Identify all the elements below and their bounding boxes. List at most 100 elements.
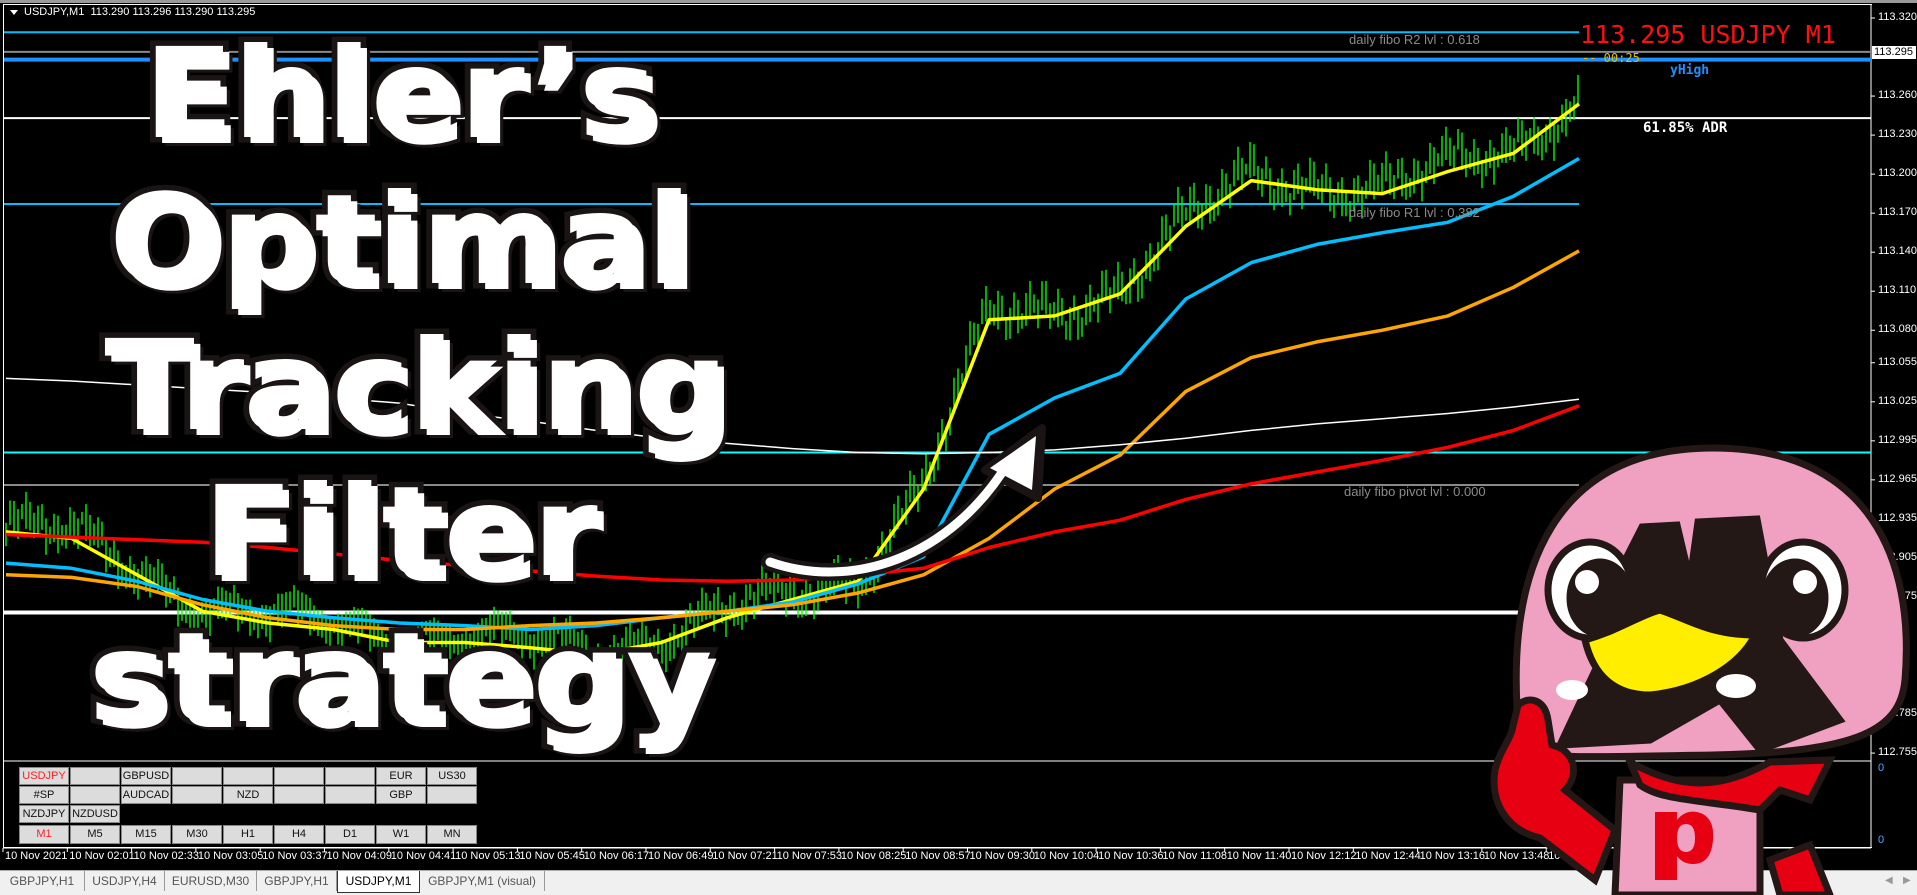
symbol-button[interactable] <box>325 767 375 785</box>
price-axis-label: 113.080 <box>1878 323 1917 336</box>
time-axis-label: 10 Nov 03:37 <box>262 850 328 862</box>
time-axis-label: 10 Nov 02:01 <box>69 850 135 862</box>
ma-line <box>5 102 1581 656</box>
symbol-button[interactable]: NZDJPY <box>19 805 69 823</box>
time-axis-label: 10 Nov 12:44 <box>1355 850 1421 862</box>
subwindow-axis-bottom: 0 <box>1878 834 1885 846</box>
title-line-2: Optimal <box>103 163 697 319</box>
axis-ticks <box>2 17 1875 852</box>
price-axis-label: 113.025 <box>1878 394 1917 407</box>
fibo-pivot-label: daily fibo pivot lvl : 0.000 <box>1344 484 1486 499</box>
tab-gbpjpy-m1-visual-[interactable]: GBPJPY,M1 (visual) <box>420 871 545 891</box>
timeframe-button-m1[interactable]: M1 <box>19 825 69 844</box>
price-axis-label: 113.055 <box>1878 355 1917 368</box>
ma-line <box>5 404 1580 584</box>
symbol-button[interactable] <box>427 786 477 804</box>
scroll-right-icon[interactable]: ▶ <box>1903 875 1911 886</box>
symbol-button[interactable] <box>70 767 120 785</box>
time-axis-label: 10 Nov 12:12 <box>1291 850 1357 862</box>
symbol-button[interactable]: NZD <box>223 786 273 804</box>
tab-usdjpy-m1[interactable]: USDJPY,M1 <box>337 871 420 893</box>
price-axis-label: 113.140 <box>1878 245 1917 258</box>
time-axis-label: 10 Nov 08:57 <box>905 850 971 862</box>
price-axis-label: 112.965 <box>1878 472 1917 485</box>
time-axis-label: 10 Nov 02:33 <box>133 850 200 862</box>
price-axis-label: 113.320 <box>1878 11 1917 23</box>
title-line-1: Ehler’s <box>138 17 664 173</box>
symbol-button[interactable]: USDJPY <box>19 767 69 785</box>
timeframe-button-mn[interactable]: MN <box>427 825 477 844</box>
time-axis-label: 10 Nov 10:04 <box>1033 850 1100 862</box>
tab-gbpjpy-h1[interactable]: GBPJPY,H1 <box>0 871 85 891</box>
time-axis-label: 10 Nov 13:16 <box>1419 850 1486 862</box>
time-axis-label: 10 Nov 05:13 <box>455 850 521 862</box>
symbol-button[interactable] <box>70 786 120 804</box>
timeframe-button-h4[interactable]: H4 <box>274 825 324 844</box>
title-line-3: Tracking <box>98 309 734 465</box>
time-axis-label: 10 Nov 09:30 <box>969 850 1035 862</box>
timeframe-button-h1[interactable]: H1 <box>223 825 273 844</box>
subwindow-axis-top: 0 <box>1878 762 1885 774</box>
candle-timer: -- 00:25 <box>1582 51 1640 65</box>
fibo-r1-label: daily fibo R1 lvl : 0.382 <box>1349 205 1480 220</box>
title-line-4: Filter <box>197 455 603 611</box>
price-axis-label: 113.230 <box>1878 128 1917 141</box>
symbol-button[interactable]: #SP <box>19 786 69 804</box>
ma-line <box>5 249 1580 632</box>
tab-eurusd-m30[interactable]: EURUSD,M30 <box>165 871 257 891</box>
scroll-left-icon[interactable]: ◀ <box>1885 875 1893 886</box>
timeframe-button-m30[interactable]: M30 <box>172 825 222 844</box>
tab-gbpjpy-h1[interactable]: GBPJPY,H1 <box>257 871 337 891</box>
chart-ohlc: 113.290 113.296 113.290 113.295 <box>90 6 256 18</box>
symbol-button[interactable] <box>172 786 222 804</box>
time-axis-label: 10 Nov 11:08 <box>1162 850 1228 862</box>
ma-line <box>5 377 1580 455</box>
timeframe-button-m5[interactable]: M5 <box>70 825 120 844</box>
chart-symbol: USDJPY,M1 <box>24 6 85 18</box>
time-axis-label: 10 Nov 06:17 <box>583 850 650 862</box>
window-top-bar <box>0 0 1917 3</box>
time-axis-label: 10 Nov 06:49 <box>648 850 714 862</box>
symbol-button[interactable]: GBPUSD <box>121 767 171 785</box>
price-axis-label: 113.200 <box>1878 167 1917 180</box>
time-axis-label: 10 Nov 05:45 <box>519 850 585 862</box>
time-axis-label: 10 Nov 04:09 <box>326 850 392 862</box>
timeframe-button-w1[interactable]: W1 <box>376 825 426 844</box>
symbol-button[interactable] <box>172 767 222 785</box>
price-axis-label: 112.935 <box>1878 511 1917 524</box>
current-price-box: 113.295 <box>1872 46 1916 59</box>
dropdown-triangle-icon[interactable] <box>10 9 18 15</box>
symbol-button[interactable] <box>223 767 273 785</box>
symbol-button[interactable] <box>325 786 375 804</box>
timeframe-button-d1[interactable]: D1 <box>325 825 375 844</box>
symbol-button[interactable]: US30 <box>427 767 477 785</box>
big-price-display: 113.295 USDJPY M1 <box>1580 20 1836 49</box>
mascot-image <box>1490 444 1910 895</box>
symbol-button[interactable]: AUDCAD <box>121 786 171 804</box>
time-axis-label: 10 Nov 13:48 <box>1483 850 1550 862</box>
time-axis-label: 10 Nov 10:36 <box>1098 850 1164 862</box>
time-axis-label: 10 Nov 03:05 <box>197 850 264 862</box>
time-axis-label: 10 Nov 07:53 <box>776 850 843 862</box>
ma-line <box>5 156 1580 632</box>
price-axis-label: 112.755 <box>1878 746 1917 759</box>
time-axis-label: 10 Nov 07:21 <box>712 850 778 862</box>
symbol-button[interactable] <box>274 767 324 785</box>
time-axis-label: 10 Nov 2021 <box>5 850 68 862</box>
chart-header: USDJPY,M1 113.290 113.296 113.290 113.29… <box>10 6 255 18</box>
mascot-hand <box>1490 696 1620 886</box>
symbol-button[interactable]: EUR <box>376 767 426 785</box>
tab-usdjpy-h4[interactable]: USDJPY,H4 <box>85 871 165 891</box>
curved-arrow-icon <box>761 424 1046 581</box>
price-axis-label: 113.170 <box>1878 206 1917 219</box>
timeframe-button-m15[interactable]: M15 <box>121 825 171 844</box>
mascot-scarf <box>1622 753 1836 814</box>
yhigh-label: yHigh <box>1670 63 1710 78</box>
moving-averages <box>5 102 1581 656</box>
symbol-button[interactable]: NZDUSD <box>70 805 120 823</box>
symbol-button[interactable]: GBP <box>376 786 426 804</box>
adr-label: 61.85% ADR <box>1643 120 1728 136</box>
symbol-button[interactable] <box>274 786 324 804</box>
